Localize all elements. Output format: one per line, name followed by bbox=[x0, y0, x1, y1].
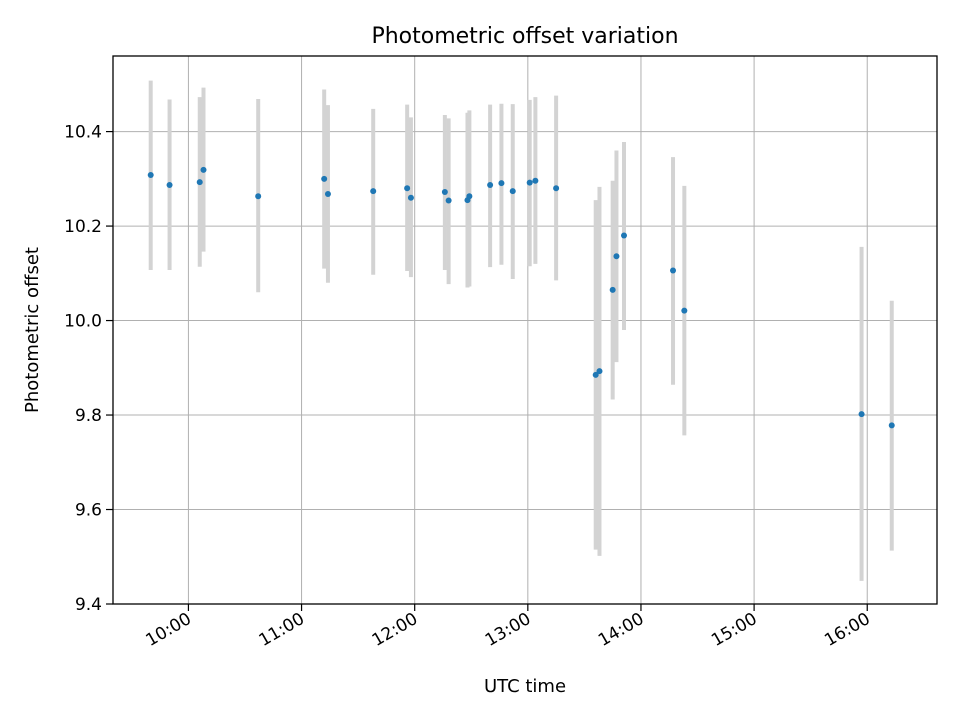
data-point bbox=[487, 181, 494, 188]
data-point bbox=[532, 177, 539, 184]
data-point bbox=[526, 179, 533, 186]
x-tick-label: 10:00 bbox=[142, 609, 194, 651]
data-point bbox=[888, 422, 895, 429]
data-point bbox=[858, 411, 865, 418]
data-point bbox=[404, 185, 411, 192]
data-point bbox=[670, 267, 677, 274]
data-point bbox=[498, 180, 505, 187]
x-tick-label: 16:00 bbox=[821, 609, 873, 651]
chart-title: Photometric offset variation bbox=[371, 24, 678, 49]
y-tick-label: 10.0 bbox=[64, 312, 102, 332]
data-point bbox=[324, 190, 331, 197]
y-tick-label: 9.8 bbox=[75, 406, 102, 426]
data-point bbox=[255, 193, 262, 200]
data-point bbox=[166, 181, 173, 188]
data-point bbox=[441, 189, 448, 196]
data-point bbox=[681, 307, 688, 314]
y-tick-label: 10.4 bbox=[64, 123, 102, 143]
data-point bbox=[370, 188, 377, 195]
data-point bbox=[609, 286, 616, 293]
grid-lines bbox=[113, 56, 937, 605]
data-point bbox=[620, 232, 627, 239]
data-point bbox=[509, 188, 516, 195]
data-point bbox=[321, 175, 328, 182]
data-points bbox=[147, 166, 895, 429]
y-tick-label: 9.6 bbox=[75, 501, 102, 521]
x-tick-label: 13:00 bbox=[482, 609, 534, 651]
data-point bbox=[596, 368, 603, 375]
data-point bbox=[445, 197, 452, 204]
y-axis-label: Photometric offset bbox=[22, 247, 43, 413]
x-tick-label: 14:00 bbox=[595, 609, 647, 651]
data-point bbox=[147, 172, 154, 179]
data-point bbox=[553, 185, 560, 192]
data-point bbox=[200, 166, 207, 173]
x-axis-label: UTC time bbox=[484, 676, 566, 697]
x-tick-label: 11:00 bbox=[256, 609, 308, 651]
data-point bbox=[466, 193, 473, 200]
data-point bbox=[407, 194, 414, 201]
x-tick-label: 12:00 bbox=[369, 609, 421, 651]
x-tick-label: 15:00 bbox=[708, 609, 760, 651]
y-tick-label: 9.4 bbox=[75, 595, 102, 615]
error-bars bbox=[148, 80, 894, 581]
y-tick-label: 10.2 bbox=[64, 217, 102, 237]
data-point bbox=[196, 179, 203, 186]
data-point bbox=[613, 253, 620, 260]
data-point bbox=[592, 371, 599, 378]
plot-area-frame bbox=[112, 55, 938, 605]
